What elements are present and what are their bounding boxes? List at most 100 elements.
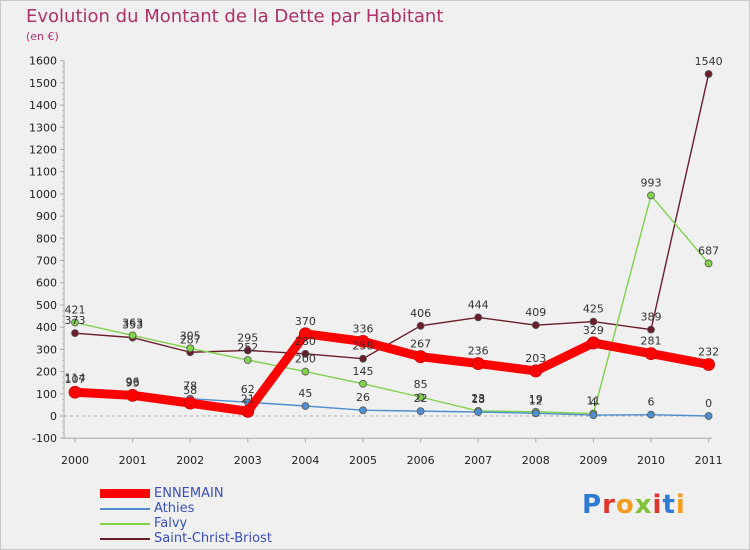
data-point [356, 334, 370, 348]
x-tick-label: 2011 [695, 454, 723, 467]
data-label: 267 [410, 338, 431, 351]
data-label: 444 [468, 298, 489, 311]
data-point [414, 350, 428, 364]
data-point [471, 357, 485, 370]
data-label: 19 [529, 393, 543, 406]
data-label: 236 [468, 345, 489, 358]
y-tick-label: 1300 [29, 121, 57, 134]
x-tick-label: 2009 [579, 454, 607, 467]
logo-letter: r [602, 490, 616, 520]
data-point [183, 396, 197, 410]
series-line-ennemain [70, 329, 714, 416]
data-label: 21 [241, 392, 255, 405]
y-tick-label: 1200 [29, 143, 57, 156]
data-label: 389 [641, 311, 662, 324]
data-point [359, 354, 367, 363]
data-point [359, 379, 367, 388]
data-label: 6 [648, 396, 655, 409]
data-label: 353 [122, 319, 143, 332]
y-tick-label: 700 [36, 255, 57, 268]
data-label: 363 [122, 316, 143, 329]
data-point [243, 356, 252, 364]
data-point [71, 329, 79, 338]
y-tick-label: 800 [36, 232, 57, 245]
data-point [589, 317, 598, 326]
x-tick-label: 2010 [637, 454, 665, 467]
series-line-falvy [74, 194, 710, 415]
legend-swatch [100, 489, 150, 498]
data-label: 336 [353, 322, 374, 335]
legend-swatch [100, 538, 150, 540]
data-label: 145 [353, 365, 374, 378]
data-label: 232 [698, 345, 719, 358]
data-point [186, 344, 195, 353]
data-point [529, 364, 543, 378]
data-label: 203 [525, 352, 546, 365]
data-point [702, 358, 715, 371]
data-point [644, 347, 658, 360]
x-tick-label: 2006 [407, 454, 435, 467]
data-label: 45 [298, 387, 312, 400]
data-label: 329 [583, 324, 604, 337]
data-point [301, 402, 310, 410]
x-tick-label: 2005 [349, 454, 377, 467]
data-label: 200 [295, 353, 316, 366]
data-label: 23 [471, 392, 485, 405]
data-label: 58 [183, 384, 197, 397]
data-point [416, 321, 425, 330]
y-tick-label: 1100 [29, 166, 57, 179]
data-point [474, 408, 483, 416]
y-tick-label: 300 [36, 343, 57, 356]
data-point [704, 70, 713, 78]
data-label: 280 [295, 335, 316, 348]
x-tick-label: 2001 [119, 454, 147, 467]
legend-label: Falvy [154, 516, 188, 531]
data-label: 406 [410, 307, 431, 320]
data-label: 409 [525, 306, 546, 319]
data-point [301, 367, 310, 376]
logo-letter: P [582, 490, 603, 520]
data-point [298, 327, 312, 341]
data-label: 96 [126, 376, 140, 389]
data-label: 12 [529, 394, 543, 407]
legend-label: Saint-Christ-Briost [154, 531, 272, 546]
data-point [71, 318, 79, 327]
data-label: 93 [126, 376, 140, 389]
data-point [126, 388, 140, 402]
legend-swatch [100, 523, 150, 525]
data-label: 4 [590, 396, 597, 409]
logo-letter: t [662, 490, 676, 520]
data-label: 425 [583, 303, 604, 316]
data-label: 252 [237, 341, 258, 354]
data-point [416, 407, 425, 416]
data-label: 687 [698, 244, 719, 257]
proxiti-logo: Proxiti [582, 490, 686, 520]
y-tick-label: 1500 [29, 77, 57, 90]
logo-letter: i [675, 490, 686, 520]
data-point [474, 313, 483, 322]
data-point [416, 393, 425, 402]
data-point [531, 409, 540, 418]
data-label: 78 [183, 380, 197, 393]
data-label: 114 [65, 372, 86, 385]
y-tick-label: 500 [36, 299, 57, 312]
data-point [704, 412, 713, 420]
y-tick-label: 400 [36, 321, 57, 334]
y-tick-label: 1400 [29, 99, 57, 112]
series-line-saint-christ-briost [74, 73, 710, 360]
legend-swatch [100, 508, 150, 510]
y-tick-label: 200 [36, 366, 57, 379]
data-label: 370 [295, 315, 316, 328]
data-point [587, 336, 600, 350]
data-point [531, 321, 540, 330]
x-tick-label: 2002 [176, 454, 204, 467]
x-tick-label: 2007 [464, 454, 492, 467]
data-label: 107 [65, 373, 86, 386]
x-tick-label: 2003 [234, 454, 262, 467]
x-tick-label: 2004 [291, 454, 319, 467]
data-label: 287 [180, 333, 201, 346]
data-label: 281 [641, 335, 662, 348]
data-point [68, 385, 82, 399]
